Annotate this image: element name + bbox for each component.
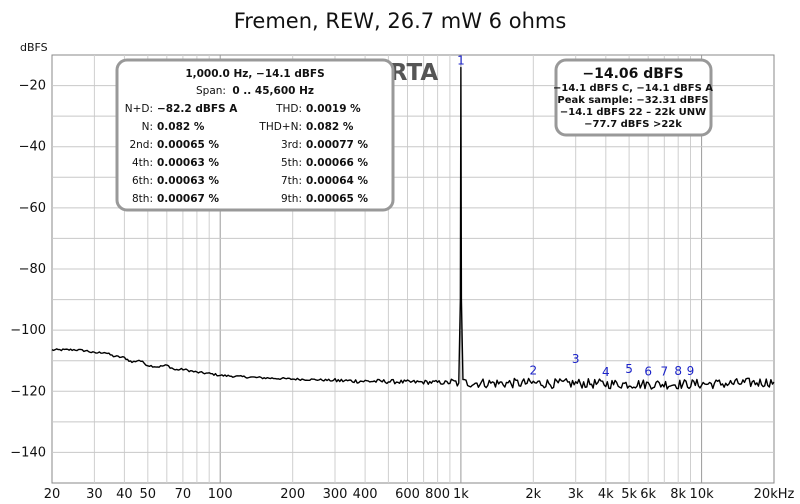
distortion-box-frame (115, 58, 395, 212)
harmonic-marker-label: 7 (660, 364, 668, 378)
distortion-value: 0.082 % (306, 121, 354, 133)
x-tick-label: 8k (670, 487, 686, 502)
rta-watermark: RTA (390, 60, 439, 86)
x-tick-label: 6k (640, 487, 656, 502)
distortion-value: 0.00063 % (157, 175, 219, 187)
distortion-value: −82.2 dBFS A (157, 103, 238, 115)
x-tick-label: 5k (621, 487, 637, 502)
x-tick-label: 1k (453, 487, 469, 502)
level-line: −77.7 dBFS >22k (584, 119, 682, 130)
x-tick-label: 20kHz (754, 487, 795, 502)
level-box: −14.06 dBFS −14.1 dBFS C, −14.1 dBFS A P… (553, 58, 713, 137)
x-tick-label: 300 (323, 487, 348, 502)
y-axis-ticks: −20 −40 −60 −80 −100 −120 −140 (10, 79, 46, 461)
distortion-value: 0.00067 % (157, 193, 219, 205)
y-tick-label: −20 (19, 79, 46, 94)
level-line: Peak sample: −32.31 dBFS (557, 95, 708, 106)
distortion-label: 3rd: (281, 139, 302, 151)
distortion-value: 0.00064 % (306, 175, 368, 187)
span-label: Span: (196, 85, 226, 97)
level-line: −14.1 dBFS 22 – 22k UNW (560, 107, 706, 118)
distortion-box: 1,000.0 Hz, −14.1 dBFS Span: 0 .. 45,600… (115, 58, 395, 212)
x-tick-label: 70 (175, 487, 192, 502)
x-tick-label: 100 (208, 487, 233, 502)
distortion-label: 5th: (281, 157, 302, 169)
distortion-value: 0.00065 % (157, 139, 219, 151)
distortion-label: 4th: (132, 157, 153, 169)
x-axis-ticks: 20 30 40 50 70 100 200 300 400 600 800 1k 2k 3k 4k 5k 6k… (44, 487, 795, 502)
distortion-label: N: (142, 121, 153, 133)
x-tick-label: 200 (280, 487, 305, 502)
x-tick-label: 3k (568, 487, 584, 502)
y-tick-label: −80 (19, 262, 46, 277)
span-line: Span: 0 .. 45,600 Hz (196, 85, 314, 97)
x-tick-label: 30 (86, 487, 103, 502)
span-value: 0 .. 45,600 Hz (232, 85, 314, 97)
distortion-value: 0.0019 % (306, 103, 361, 115)
y-axis-unit: dBFS (20, 41, 48, 54)
y-tick-label: −40 (19, 140, 46, 155)
harmonic-markers: 1 2 3 4 5 6 7 8 9 (457, 54, 694, 380)
x-tick-label: 600 (395, 487, 420, 502)
x-tick-label: 50 (140, 487, 157, 502)
harmonic-marker-label: 1 (457, 54, 465, 68)
distortion-rows: N+D: −82.2 dBFS A THD: 0.0019 % N: 0.082 % THD… (125, 103, 369, 205)
distortion-value: 0.00066 % (306, 157, 368, 169)
level-line: −14.1 dBFS C, −14.1 dBFS A (553, 83, 713, 94)
chart-title: Fremen, REW, 26.7 mW 6 ohms (234, 9, 567, 33)
x-tick-label: 400 (353, 487, 378, 502)
harmonic-marker-label: 5 (625, 362, 633, 376)
x-tick-label: 800 (425, 487, 450, 502)
harmonic-marker-label: 2 (529, 364, 537, 378)
distortion-label: 9th: (281, 193, 302, 205)
x-tick-label: 40 (116, 487, 133, 502)
distortion-label: THD: (275, 103, 302, 115)
distortion-label: N+D: (125, 103, 153, 115)
distortion-value: 0.00065 % (306, 193, 368, 205)
series-layer (51, 66, 775, 390)
y-tick-label: −120 (10, 384, 46, 399)
distortion-value: 0.00063 % (157, 157, 219, 169)
harmonic-marker-label: 4 (602, 365, 610, 379)
distortion-value: 0.082 % (157, 121, 205, 133)
harmonic-marker-label: 9 (687, 364, 695, 378)
distortion-label: 6th: (132, 175, 153, 187)
level-main: −14.06 dBFS (582, 66, 683, 82)
series-line (51, 66, 775, 390)
harmonic-marker-label: 8 (674, 364, 682, 378)
x-tick-label: 2k (525, 487, 541, 502)
distortion-label: THD+N: (258, 121, 302, 133)
distortion-header: 1,000.0 Hz, −14.1 dBFS (185, 68, 324, 80)
harmonic-marker-label: 6 (644, 364, 652, 378)
distortion-label: 8th: (132, 193, 153, 205)
y-tick-label: −60 (19, 201, 46, 216)
level-box-frame (554, 58, 713, 137)
x-tick-label: 10k (690, 487, 715, 502)
harmonic-marker-label: 3 (572, 352, 580, 366)
distortion-label: 2nd: (129, 139, 153, 151)
x-tick-label: 4k (598, 487, 614, 502)
distortion-label: 7th: (281, 175, 302, 187)
y-tick-label: −140 (10, 445, 46, 460)
y-tick-label: −100 (10, 323, 46, 338)
x-tick-label: 20 (44, 487, 61, 502)
distortion-value: 0.00077 % (306, 139, 368, 151)
